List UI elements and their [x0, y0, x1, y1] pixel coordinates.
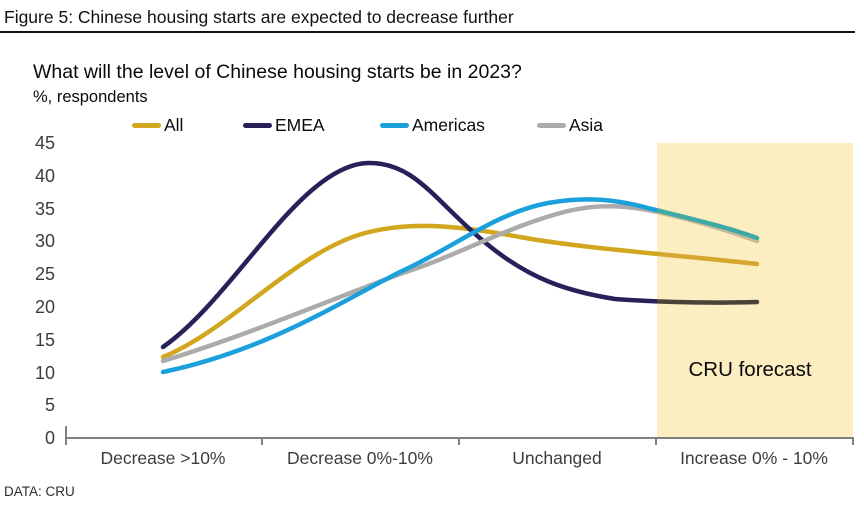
legend-item-americas: Americas	[380, 114, 485, 135]
y-tick-35: 35	[34, 199, 55, 219]
y-tick-5: 5	[44, 395, 55, 415]
x-axis	[65, 426, 854, 445]
forecast-region	[657, 143, 853, 438]
x-label-decrease-gt10: Decrease >10%	[100, 448, 226, 468]
title-underline	[0, 31, 855, 33]
data-source: DATA: CRU	[4, 484, 75, 499]
line-americas	[160, 197, 657, 375]
legend-swatch-asia	[537, 122, 566, 128]
forecast-region-label: CRU forecast	[688, 358, 812, 381]
legend-item-asia: Asia	[537, 114, 604, 135]
line-emea	[160, 160, 657, 350]
legend-label-all: All	[164, 114, 184, 135]
line-all	[160, 223, 657, 360]
y-tick-25: 25	[34, 264, 55, 284]
line-asia	[160, 203, 657, 364]
y-tick-20: 20	[34, 297, 55, 317]
figure-title: Figure 5: Chinese housing starts are exp…	[4, 7, 514, 27]
legend-swatch-americas	[380, 122, 409, 128]
y-tick-15: 15	[34, 330, 55, 350]
x-label-unchanged: Unchanged	[512, 448, 602, 468]
line-americas-forecast	[657, 207, 760, 241]
chart-units-label: %, respondents	[33, 88, 148, 106]
x-label-decrease-0-10: Decrease 0%-10%	[287, 448, 433, 468]
y-tick-30: 30	[34, 231, 55, 251]
legend-label-asia: Asia	[569, 114, 604, 135]
legend-label-emea: EMEA	[275, 114, 325, 135]
y-tick-0: 0	[44, 428, 55, 448]
legend-swatch-emea	[243, 122, 272, 128]
y-tick-40: 40	[34, 166, 55, 186]
legend-item-emea: EMEA	[243, 114, 325, 135]
y-tick-45: 45	[34, 133, 55, 153]
legend-label-americas: Americas	[412, 114, 485, 135]
chart-question-title: What will the level of Chinese housing s…	[33, 61, 522, 83]
x-label-increase-0-10: Increase 0% - 10%	[680, 448, 828, 468]
legend-swatch-all	[132, 122, 161, 128]
legend-item-all: All	[132, 114, 184, 135]
y-tick-10: 10	[34, 363, 55, 383]
